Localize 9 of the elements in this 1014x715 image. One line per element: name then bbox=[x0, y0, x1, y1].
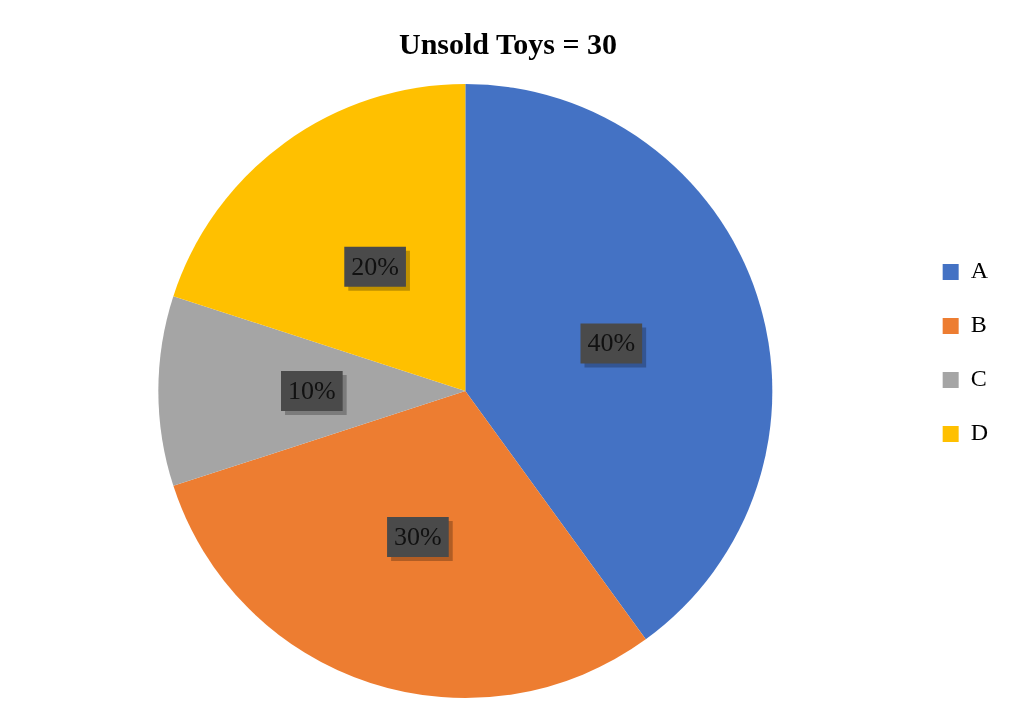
legend-label: B bbox=[970, 311, 987, 338]
legend-label: C bbox=[970, 365, 987, 392]
legend-label: D bbox=[970, 419, 989, 446]
chart-title: Unsold Toys = 30 bbox=[398, 26, 618, 60]
data-label: 10% bbox=[288, 375, 336, 405]
data-label: 20% bbox=[351, 251, 399, 281]
legend-label: A bbox=[970, 257, 989, 284]
data-label: 30% bbox=[394, 521, 442, 551]
data-label: 40% bbox=[587, 328, 636, 358]
